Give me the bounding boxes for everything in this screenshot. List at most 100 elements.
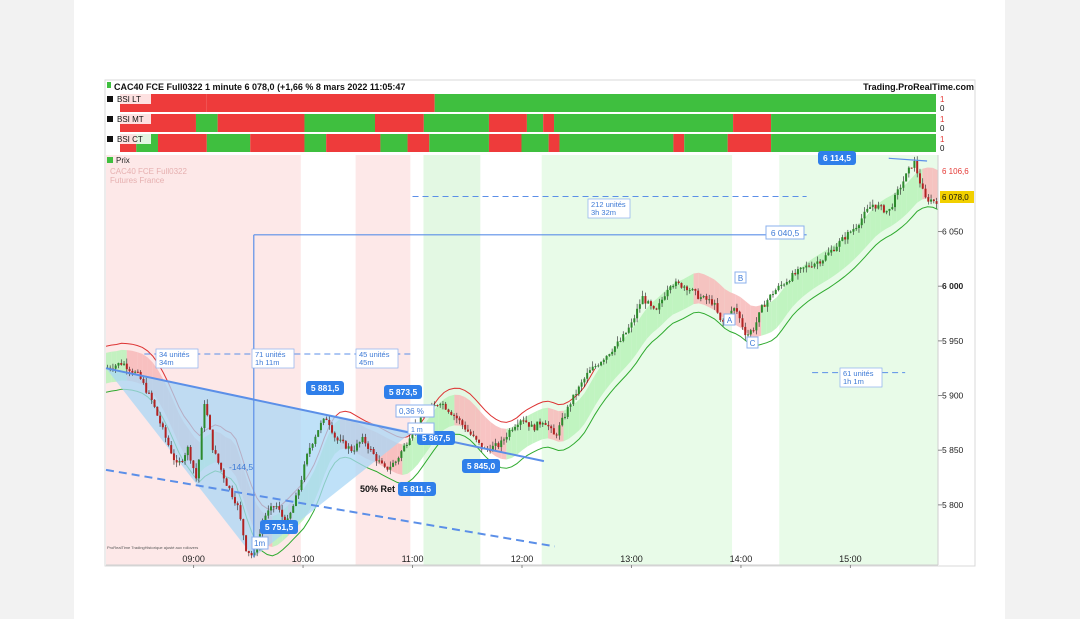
session-band — [541, 155, 733, 565]
candle-body — [228, 485, 231, 489]
candle-body — [225, 478, 228, 486]
prorealtime-chart: CAC40 FCE Full0322 1 minute 6 078,0 (+1,… — [104, 79, 976, 568]
candle-body — [647, 301, 650, 304]
bsi-segment — [423, 114, 489, 132]
candle-body — [888, 208, 891, 211]
envelope-segment — [646, 302, 652, 339]
envelope-segment — [412, 433, 418, 470]
candle-body — [677, 281, 680, 283]
candle-body — [702, 296, 705, 298]
envelope-segment — [912, 172, 918, 209]
candle-body — [502, 439, 505, 441]
bsi-value-bottom: 0 — [940, 124, 945, 133]
retracement-label: 50% Ret — [360, 484, 395, 494]
envelope-segment — [407, 439, 413, 474]
candle-body — [783, 284, 786, 286]
triangle-fill — [106, 368, 413, 558]
unit-box-duration: 45m — [359, 358, 374, 367]
envelope-segment — [579, 393, 585, 431]
y-tick-label: 5 950 — [942, 336, 964, 346]
candle-body — [217, 453, 220, 463]
envelope-segment — [901, 183, 907, 219]
candle-body — [611, 351, 614, 355]
candle-body — [117, 363, 120, 366]
candle-body — [500, 440, 503, 448]
candle-body — [916, 161, 919, 174]
one-min-label: 1m — [254, 539, 265, 548]
envelope-segment — [584, 384, 590, 424]
candle-body — [655, 308, 658, 310]
candle-body — [766, 300, 769, 307]
candle-body — [336, 437, 339, 441]
candle-body — [400, 451, 403, 458]
candle-body — [608, 354, 611, 356]
candle-body — [184, 455, 187, 462]
y-axis: 5 800 5 850 5 900 5 950 6 000 6 050 — [938, 227, 964, 510]
candle-body — [142, 379, 145, 383]
bsi-label-bg — [115, 94, 151, 104]
candle-body — [605, 355, 608, 360]
bsi-label-bg — [115, 114, 151, 124]
x-tick-label: 10:00 — [292, 554, 315, 564]
bsi-segment — [304, 134, 327, 152]
price-pill-text: 5 845,0 — [467, 461, 496, 471]
bsi-legend-icon — [107, 96, 113, 102]
envelope-segment — [594, 367, 600, 406]
candle-body — [785, 281, 788, 285]
candle-body — [267, 510, 270, 516]
candle-body — [597, 365, 600, 367]
candle-body — [203, 404, 206, 429]
candle-body — [846, 231, 849, 240]
unit-box-frame — [839, 367, 883, 388]
envelope-segment — [927, 167, 933, 199]
candle-body — [211, 429, 214, 451]
candle-body — [550, 426, 553, 429]
candle-body — [145, 382, 148, 393]
ref-price-badge — [940, 165, 974, 177]
candle-body — [361, 436, 364, 443]
price-pill-bg — [306, 381, 344, 395]
candle-body — [147, 392, 150, 394]
ref-price-label: 6 106,6 — [942, 167, 969, 176]
envelope-segment — [704, 274, 710, 308]
candle-body — [588, 370, 591, 373]
candle-body — [453, 414, 456, 416]
x-tick-label: 14:00 — [730, 554, 753, 564]
candle-body — [744, 326, 747, 336]
envelope-segment — [631, 323, 637, 361]
envelope-segment — [860, 217, 866, 254]
candle-body — [444, 403, 447, 410]
candle-body — [763, 305, 766, 307]
envelope-segment — [657, 293, 663, 329]
candle-body — [136, 371, 139, 373]
envelope-segment — [636, 315, 642, 354]
candle-body — [838, 240, 841, 247]
candle-body — [841, 237, 844, 241]
candle-body — [120, 363, 123, 365]
candle-body — [250, 552, 253, 556]
candle-body — [699, 297, 702, 299]
candle-body — [355, 443, 358, 451]
candle-body — [863, 211, 866, 219]
bsi-value-top: 1 — [940, 95, 945, 104]
candle-body — [738, 311, 741, 319]
candle-body — [849, 231, 852, 233]
candle-body — [749, 330, 752, 335]
candle-body — [455, 415, 458, 419]
candle-body — [733, 308, 736, 311]
bsi-segment — [375, 114, 424, 132]
candle-body — [788, 281, 791, 283]
candle-body — [195, 468, 198, 479]
bsi-segment — [559, 134, 674, 152]
envelope-segment — [485, 417, 491, 453]
candle-body — [566, 406, 569, 417]
candle-body — [256, 547, 259, 553]
candle-body — [932, 199, 935, 202]
candle-body — [405, 444, 408, 446]
candle-body — [464, 424, 467, 430]
outline-pill-text: 6 040,5 — [771, 228, 800, 238]
